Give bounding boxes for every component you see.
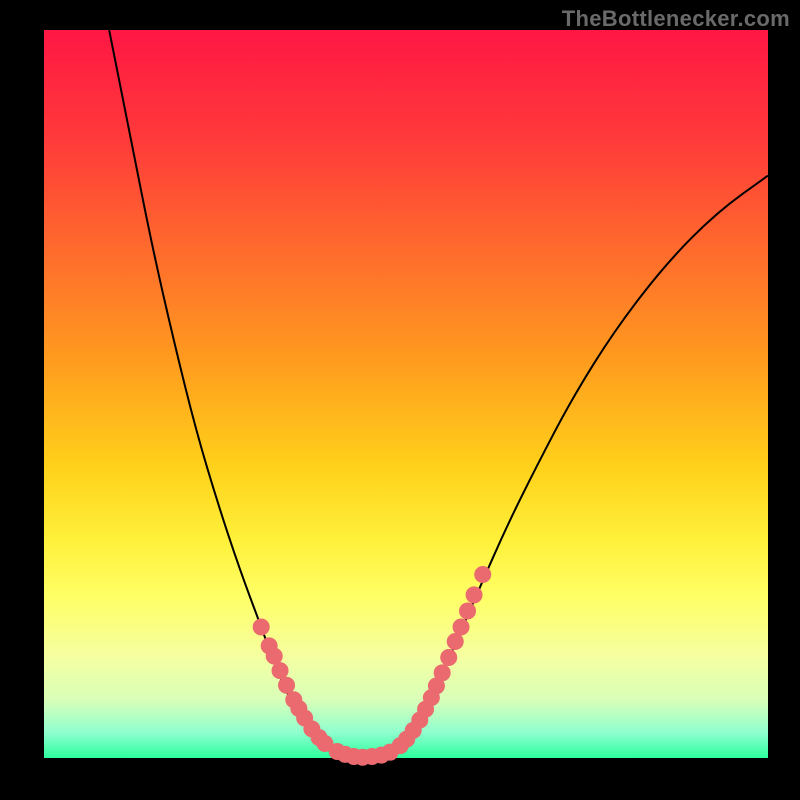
- data-marker: [253, 619, 269, 635]
- data-marker: [279, 677, 295, 693]
- data-marker: [266, 648, 282, 664]
- data-marker: [447, 634, 463, 650]
- data-marker: [272, 663, 288, 679]
- data-marker: [466, 587, 482, 603]
- data-marker: [460, 603, 476, 619]
- watermark-text: TheBottlenecker.com: [562, 6, 790, 32]
- data-marker: [475, 567, 491, 583]
- data-marker: [441, 650, 457, 666]
- data-marker: [453, 619, 469, 635]
- plot-background: [44, 30, 768, 758]
- chart-svg: [0, 0, 800, 800]
- data-marker: [434, 665, 450, 681]
